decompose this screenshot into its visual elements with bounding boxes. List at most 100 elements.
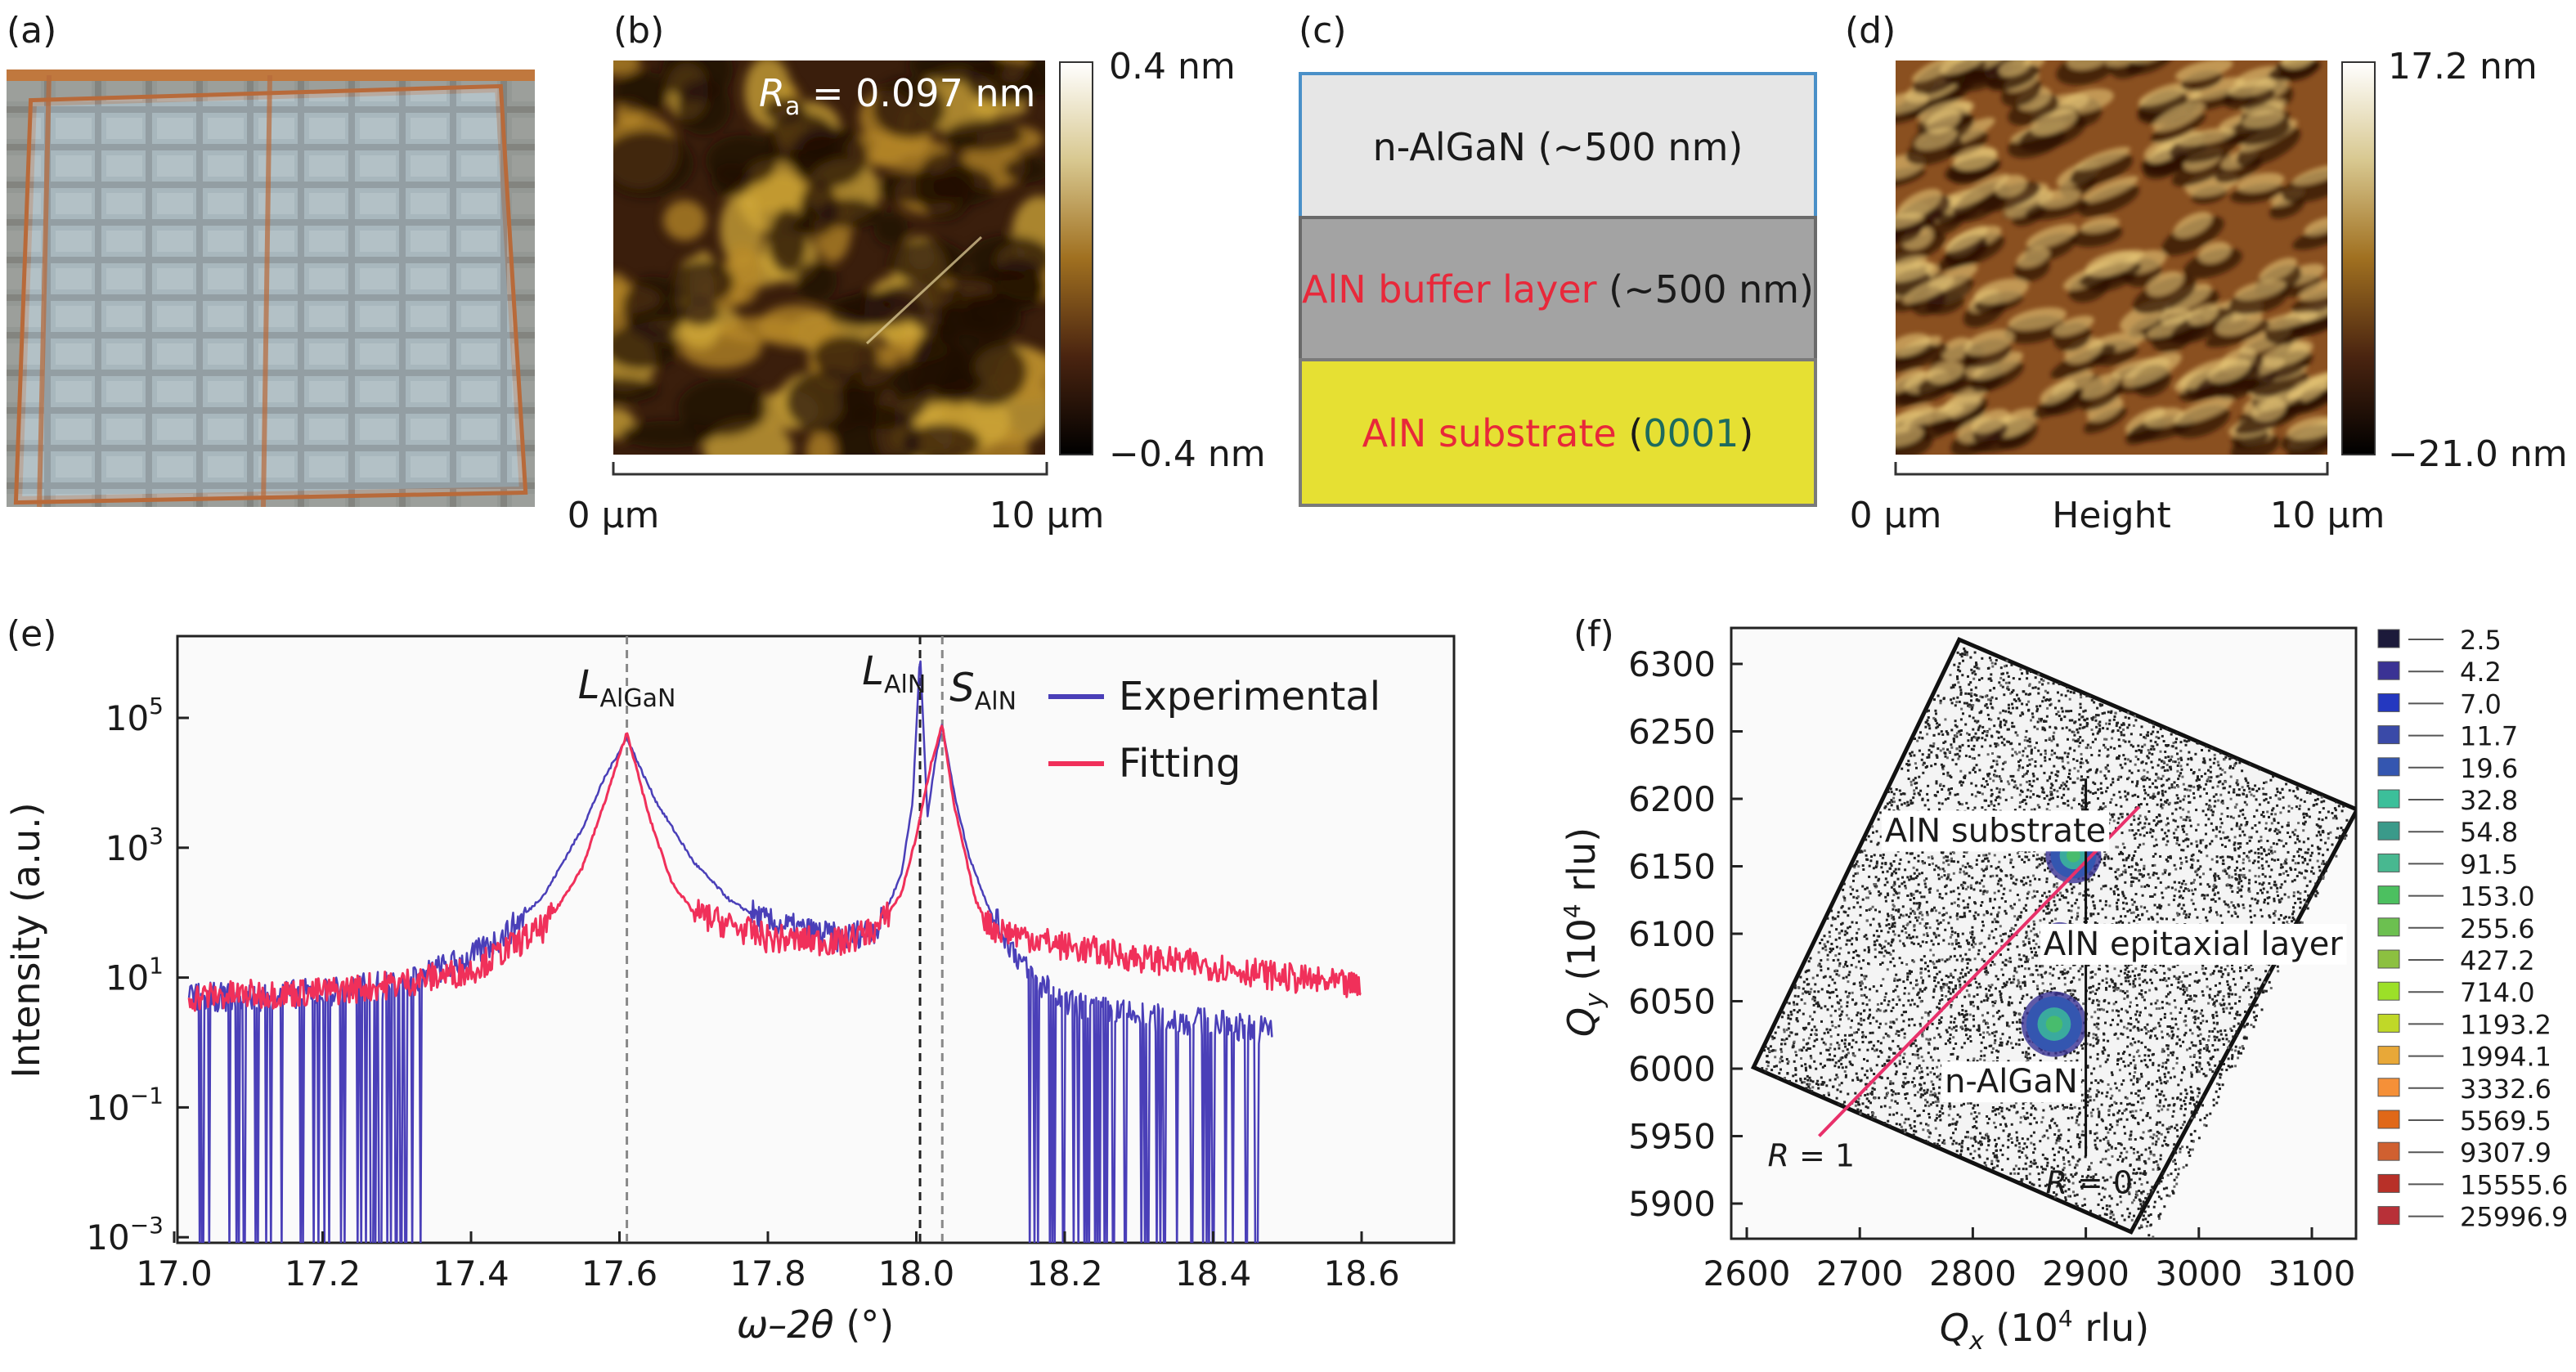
intensity-dot bbox=[2297, 822, 2300, 824]
intensity-dot bbox=[2150, 1014, 2152, 1016]
intensity-dot bbox=[1892, 998, 1894, 1001]
intensity-dot bbox=[2153, 845, 2156, 847]
intensity-dot bbox=[2078, 1123, 2080, 1126]
intensity-dot bbox=[2105, 1060, 2107, 1063]
intensity-dot bbox=[2153, 748, 2156, 751]
intensity-dot bbox=[2236, 867, 2238, 869]
intensity-dot bbox=[2183, 795, 2186, 797]
intensity-dot bbox=[2231, 890, 2233, 893]
intensity-dot bbox=[2151, 982, 2153, 984]
intensity-dot bbox=[2160, 728, 2162, 730]
intensity-dot bbox=[1905, 1118, 1907, 1120]
intensity-dot bbox=[2176, 770, 2179, 773]
intensity-dot bbox=[1914, 1054, 1917, 1056]
intensity-dot bbox=[2192, 786, 2195, 788]
intensity-dot bbox=[2041, 700, 2044, 702]
intensity-dot bbox=[1911, 999, 1914, 1002]
intensity-dot bbox=[2182, 971, 2184, 974]
intensity-dot bbox=[1897, 1034, 1900, 1037]
intensity-dot bbox=[1994, 769, 1996, 772]
intensity-dot bbox=[1928, 716, 1930, 719]
intensity-dot bbox=[2165, 744, 2167, 747]
intensity-dot bbox=[2265, 860, 2268, 863]
intensity-dot bbox=[2144, 1197, 2147, 1199]
intensity-dot bbox=[2172, 1067, 2174, 1069]
intensity-dot bbox=[1950, 860, 1953, 863]
intensity-dot bbox=[2144, 1054, 2147, 1056]
intensity-dot bbox=[1957, 1114, 1959, 1116]
intensity-dot bbox=[1874, 956, 1877, 958]
intensity-dot bbox=[2057, 805, 2059, 808]
intensity-dot bbox=[2121, 1214, 2124, 1217]
intensity-dot bbox=[1991, 661, 1994, 664]
intensity-dot bbox=[2327, 810, 2330, 813]
intensity-dot bbox=[2258, 856, 2260, 859]
intensity-dot bbox=[2236, 860, 2238, 863]
intensity-dot bbox=[1932, 990, 1935, 993]
intensity-dot bbox=[1879, 944, 1882, 947]
scale-end: 10 µm bbox=[990, 495, 1105, 536]
intensity-dot bbox=[2242, 786, 2244, 788]
intensity-dot bbox=[2179, 1099, 2182, 1101]
intensity-dot bbox=[2249, 840, 2251, 842]
intensity-dot bbox=[1802, 1013, 1805, 1016]
intensity-dot bbox=[1916, 1050, 1919, 1052]
intensity-dot bbox=[2026, 930, 2028, 933]
intensity-dot bbox=[1994, 918, 1996, 921]
intensity-dot bbox=[1880, 1105, 1883, 1108]
intensity-dot bbox=[1918, 943, 1920, 945]
intensity-dot bbox=[2124, 1219, 2126, 1222]
intensity-dot bbox=[2221, 975, 2224, 978]
intensity-dot bbox=[1916, 890, 1919, 892]
intensity-dot bbox=[2198, 850, 2201, 852]
intensity-dot bbox=[2196, 844, 2198, 846]
intensity-dot bbox=[2336, 827, 2339, 830]
intensity-dot bbox=[1901, 877, 1904, 879]
intensity-dot bbox=[1995, 1126, 1997, 1128]
plot-area bbox=[177, 636, 1454, 1243]
intensity-dot bbox=[2173, 975, 2175, 978]
intensity-dot bbox=[1938, 802, 1941, 805]
intensity-dot bbox=[2205, 814, 2207, 816]
intensity-dot bbox=[2161, 735, 2164, 738]
intensity-dot bbox=[2134, 978, 2137, 980]
intensity-dot bbox=[2258, 841, 2260, 843]
intensity-dot bbox=[2239, 869, 2242, 872]
intensity-dot bbox=[1815, 1029, 1818, 1031]
intensity-dot bbox=[2156, 1160, 2158, 1163]
intensity-dot bbox=[2058, 683, 2061, 685]
intensity-dot bbox=[2287, 810, 2290, 813]
intensity-dot bbox=[2215, 1011, 2218, 1014]
intensity-dot bbox=[2112, 1019, 2114, 1021]
intensity-dot bbox=[2197, 823, 2200, 826]
intensity-dot bbox=[1851, 1020, 1853, 1022]
intensity-dot bbox=[2127, 1022, 2129, 1025]
intensity-dot bbox=[1983, 1137, 1986, 1140]
intensity-dot bbox=[1936, 747, 1939, 750]
intensity-dot bbox=[1922, 980, 1924, 982]
intensity-dot bbox=[2010, 1105, 2013, 1107]
intensity-dot bbox=[2183, 799, 2185, 801]
intensity-dot bbox=[2042, 1110, 2044, 1112]
intensity-dot bbox=[1974, 807, 1977, 809]
intensity-dot bbox=[1906, 975, 1909, 978]
intensity-dot bbox=[2123, 846, 2125, 849]
intensity-dot bbox=[2249, 904, 2251, 907]
intensity-dot bbox=[1937, 1060, 1940, 1062]
intensity-dot bbox=[2119, 726, 2121, 729]
intensity-dot bbox=[1909, 970, 1911, 972]
intensity-dot bbox=[2026, 897, 2029, 899]
intensity-dot bbox=[2170, 783, 2173, 786]
intensity-dot bbox=[2027, 926, 2030, 928]
intensity-dot bbox=[1824, 935, 1826, 937]
intensity-dot bbox=[2062, 711, 2064, 713]
intensity-dot bbox=[2055, 713, 2058, 715]
intensity-dot bbox=[2113, 1101, 2116, 1104]
intensity-dot bbox=[1858, 928, 1860, 930]
intensity-dot bbox=[1932, 1059, 1934, 1061]
intensity-dot bbox=[2202, 994, 2205, 997]
intensity-dot bbox=[1972, 1126, 1974, 1128]
intensity-dot bbox=[2134, 1092, 2137, 1095]
intensity-dot bbox=[2339, 835, 2341, 837]
